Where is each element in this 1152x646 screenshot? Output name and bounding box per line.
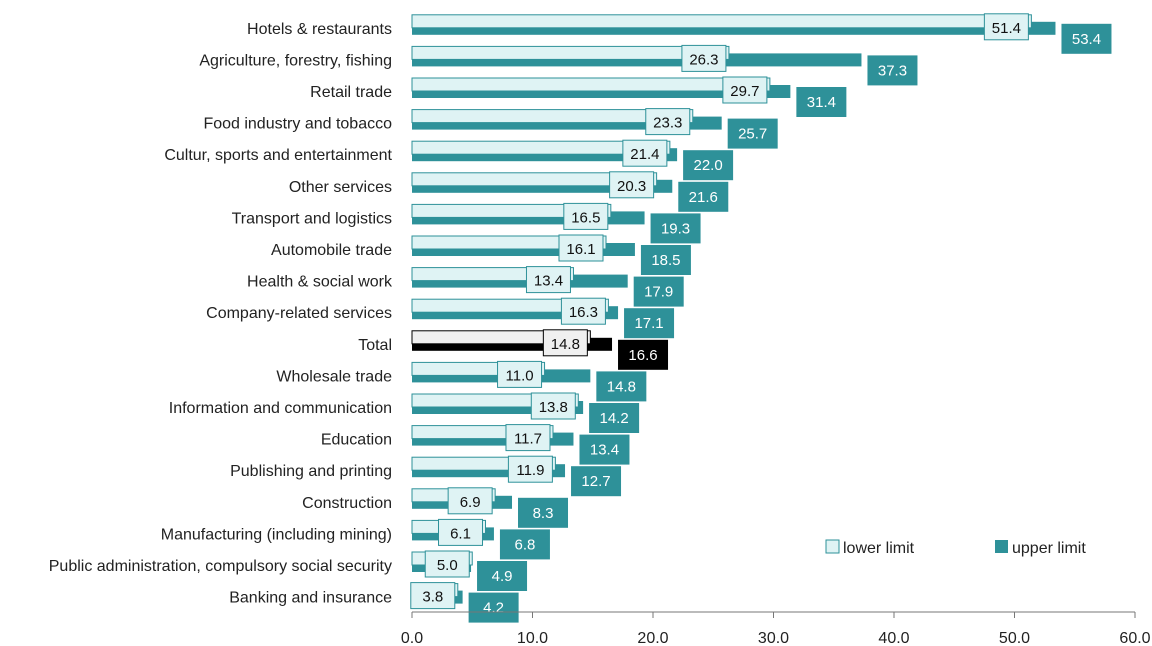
data-label-upper: 21.6 xyxy=(689,189,718,206)
legend-label-upper: upper limit xyxy=(1012,540,1086,557)
category-label: Total xyxy=(358,337,392,354)
category-label: Cultur, sports and entertainment xyxy=(164,147,392,164)
data-label-upper: 18.5 xyxy=(651,252,680,269)
data-label-lower: 51.4 xyxy=(992,20,1021,37)
x-tick-label: 10.0 xyxy=(517,630,548,646)
data-label-lower: 13.8 xyxy=(539,399,568,416)
data-label-upper: 14.2 xyxy=(600,410,629,427)
category-label: Construction xyxy=(302,495,392,512)
category-label: Retail trade xyxy=(310,84,392,101)
data-label-upper: 6.8 xyxy=(515,536,536,553)
x-tick-label: 60.0 xyxy=(1119,630,1150,646)
category-label: Manufacturing (including mining) xyxy=(161,526,392,543)
data-label-upper: 8.3 xyxy=(533,505,554,522)
category-label: Information and communication xyxy=(169,400,392,417)
x-tick-label: 30.0 xyxy=(758,630,789,646)
x-tick-label: 0.0 xyxy=(401,630,423,646)
bar-lower-limit xyxy=(412,46,729,59)
data-label-lower: 16.5 xyxy=(571,209,600,226)
data-label-lower: 16.3 xyxy=(569,304,598,321)
legend-swatch-upper xyxy=(995,540,1008,553)
category-label: Publishing and printing xyxy=(230,463,392,480)
data-label-lower: 3.8 xyxy=(422,589,443,606)
legend-label-lower: lower limit xyxy=(843,540,915,557)
data-label-upper: 17.9 xyxy=(644,284,673,301)
data-label-upper: 16.6 xyxy=(628,347,657,364)
legend-swatch-lower xyxy=(826,540,839,553)
data-label-upper: 53.4 xyxy=(1072,31,1101,48)
bar-lower-limit xyxy=(412,78,770,91)
category-label: Transport and logistics xyxy=(232,210,392,227)
data-label-upper: 14.8 xyxy=(607,378,636,395)
data-label-lower: 21.4 xyxy=(630,146,659,163)
data-label-upper: 4.2 xyxy=(483,600,504,617)
category-label: Education xyxy=(321,432,392,449)
data-label-lower: 14.8 xyxy=(551,336,580,353)
data-label-lower: 6.1 xyxy=(450,525,471,542)
data-label-upper: 12.7 xyxy=(581,473,610,490)
data-label-upper: 4.9 xyxy=(492,568,513,585)
data-label-lower: 5.0 xyxy=(437,557,458,574)
category-label: Public administration, compulsory social… xyxy=(49,558,392,575)
data-label-upper: 37.3 xyxy=(878,62,907,79)
data-label-lower: 16.1 xyxy=(566,241,595,258)
data-label-lower: 26.3 xyxy=(689,51,718,68)
category-label: Other services xyxy=(289,179,392,196)
data-label-lower: 11.0 xyxy=(506,367,534,384)
data-label-upper: 31.4 xyxy=(807,94,836,111)
data-label-lower: 11.7 xyxy=(514,431,542,448)
data-label-lower: 11.9 xyxy=(516,462,544,479)
data-label-upper: 25.7 xyxy=(738,126,767,143)
data-label-upper: 22.0 xyxy=(693,157,722,174)
x-tick-label: 40.0 xyxy=(878,630,909,646)
category-label: Food industry and tobacco xyxy=(203,116,392,133)
category-label: Wholesale trade xyxy=(276,368,392,385)
category-label: Automobile trade xyxy=(271,242,392,259)
data-label-upper: 19.3 xyxy=(661,220,690,237)
category-label: Health & social work xyxy=(247,274,393,291)
category-label: Company-related services xyxy=(206,305,392,322)
data-label-lower: 29.7 xyxy=(730,83,759,100)
x-tick-label: 50.0 xyxy=(999,630,1030,646)
data-label-lower: 6.9 xyxy=(460,494,481,511)
category-label: Agriculture, forestry, fishing xyxy=(199,52,392,69)
legend: lower limit upper limit xyxy=(826,540,1086,557)
category-label: Hotels & restaurants xyxy=(247,21,392,38)
x-tick-label: 20.0 xyxy=(637,630,668,646)
data-label-lower: 23.3 xyxy=(653,115,682,132)
bar-lower-limit xyxy=(412,15,1031,28)
data-label-lower: 20.3 xyxy=(617,178,646,195)
plot-area: Hotels & restaurants 51.4 53.4 Agriculture,… xyxy=(49,14,1151,646)
data-label-upper: 13.4 xyxy=(590,442,619,459)
data-label-upper: 17.1 xyxy=(634,315,663,332)
data-label-lower: 13.4 xyxy=(534,273,563,290)
category-label: Banking and insurance xyxy=(229,590,392,607)
